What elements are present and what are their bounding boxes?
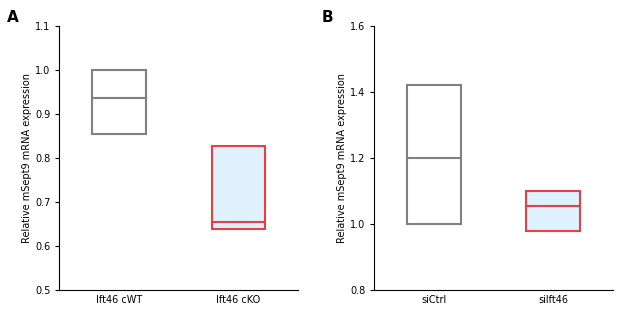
Bar — [407, 85, 461, 224]
Text: A: A — [7, 10, 19, 25]
Bar — [527, 191, 580, 231]
Y-axis label: Relative mSept9 mRNA expression: Relative mSept9 mRNA expression — [337, 73, 347, 243]
Y-axis label: Relative mSept9 mRNA expression: Relative mSept9 mRNA expression — [22, 73, 32, 243]
Bar — [212, 146, 265, 229]
Text: B: B — [322, 10, 333, 25]
Bar — [92, 70, 146, 134]
